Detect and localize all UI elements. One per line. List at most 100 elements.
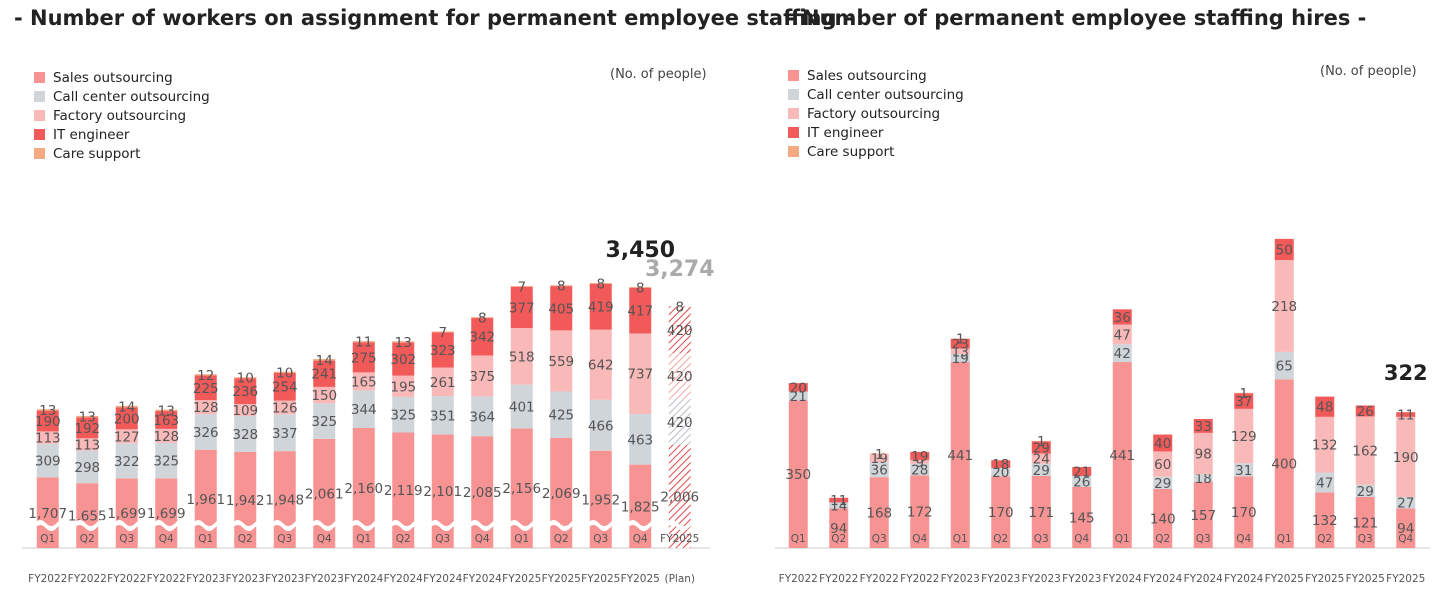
right-legend-item: Sales outsourcing: [788, 66, 964, 85]
right-legend-swatch: [788, 127, 799, 138]
right-data-label: 140: [1150, 511, 1176, 527]
left-data-label: 8: [636, 280, 645, 296]
right-bar-segment: [1274, 259, 1294, 352]
left-bar-segment: [550, 286, 573, 331]
left-bar-segment: [392, 342, 415, 376]
left-bar-segment: [155, 411, 178, 429]
left-legend-label: Factory outsourcing: [53, 107, 187, 124]
left-data-label: 328: [232, 427, 258, 443]
left-bar-segment: [273, 400, 296, 415]
left-chart-title: - Number of workers on assignment for pe…: [14, 6, 853, 30]
right-legend-item: Care support: [788, 142, 964, 161]
right-bar-segment: [1315, 492, 1335, 548]
left-data-label: 128: [153, 429, 179, 445]
right-tick-label: Q3: [1358, 533, 1373, 545]
right-legend-label: Call center outsourcing: [807, 86, 964, 103]
left-bar-segment: [352, 390, 375, 429]
right-data-label: 23: [952, 337, 969, 353]
left-bar-segment: [471, 355, 494, 397]
left-bar-segment: [76, 450, 99, 484]
left-data-label: 109: [232, 403, 258, 419]
left-bar-segment: [431, 331, 454, 333]
right-tick-label: FY2022: [819, 573, 858, 585]
right-bar-segment: [1112, 344, 1132, 363]
left-tick-label: Q3: [277, 533, 292, 545]
right-data-label: 1: [1037, 434, 1046, 450]
left-axis-break: [350, 520, 384, 531]
right-data-label: 98: [1195, 447, 1212, 463]
right-data-label: 94: [830, 521, 847, 537]
left-data-label: 200: [114, 411, 140, 427]
left-bar-segment: [510, 286, 533, 328]
right-legend-label: Care support: [807, 143, 895, 160]
left-tick-label: FY2023: [226, 573, 265, 585]
left-bar-segment: [510, 286, 533, 287]
left-bar-segment: [76, 415, 99, 418]
left-bar-segment: [273, 371, 296, 373]
right-tick-label: FY2025: [1386, 573, 1425, 585]
right-data-label: 400: [1271, 457, 1297, 473]
left-bar-segment: [155, 442, 178, 479]
left-bar-segment: [273, 414, 296, 452]
right-bar-segment: [1193, 432, 1213, 475]
right-tick-label: Q1: [953, 533, 968, 545]
right-tick-label: Q3: [1196, 533, 1211, 545]
left-bar-segment: [352, 341, 375, 343]
left-data-label: 309: [35, 454, 61, 470]
right-tick-label: Q2: [1317, 533, 1332, 545]
right-data-label: 24: [1033, 452, 1050, 468]
right-bar-segment: [991, 467, 1011, 477]
left-data-label: 7: [517, 279, 526, 295]
right-bar-segment: [1234, 393, 1254, 409]
left-bar-segment: [234, 404, 257, 416]
right-total-label: 322: [1384, 361, 1428, 385]
right-bar-segment: [1234, 476, 1254, 548]
left-tick-label: Q3: [593, 533, 608, 545]
left-tick-label: Q2: [554, 533, 569, 545]
left-legend-swatch: [34, 72, 45, 83]
left-legend-swatch: [34, 91, 45, 102]
left-chart-unit: (No. of people): [610, 67, 707, 82]
right-tick-label: Q4: [1398, 533, 1413, 545]
right-data-label: 168: [866, 506, 892, 522]
left-data-label: 195: [390, 379, 416, 395]
left-data-label: 2,061: [305, 486, 344, 502]
left-data-label: 8: [675, 300, 684, 316]
right-tick-label: Q4: [1074, 533, 1089, 545]
left-data-label: 425: [548, 408, 574, 424]
right-bar-segment: [950, 348, 970, 355]
left-bar-segment: [392, 396, 415, 433]
right-chart-legend: Sales outsourcing Call center outsourcing…: [788, 66, 964, 161]
left-bar-segment: [155, 409, 178, 412]
left-axis-break: [311, 520, 345, 531]
left-axis-break: [192, 520, 226, 531]
left-data-label: 559: [548, 354, 574, 370]
left-bar-segment: [234, 415, 257, 452]
left-data-label: 13: [79, 410, 96, 426]
left-data-label: 417: [627, 304, 653, 320]
right-data-label: 157: [1190, 508, 1216, 524]
left-bar-segment: [36, 409, 59, 411]
right-data-label: 36: [1114, 310, 1131, 326]
right-bar-segment: [1072, 467, 1092, 476]
left-tick-label: FY2025: [502, 573, 541, 585]
left-bar-segment: [155, 428, 178, 443]
left-legend-label: Call center outsourcing: [53, 88, 210, 105]
right-data-label: 190: [1393, 450, 1419, 466]
right-data-label: 29: [1033, 463, 1050, 479]
right-data-label: 162: [1352, 444, 1378, 460]
left-bar-segment: [352, 428, 375, 548]
left-bar-segment: [313, 386, 336, 404]
right-data-label: 42: [1114, 346, 1131, 362]
left-tick-label: FY2024: [463, 573, 502, 585]
right-data-label: 37: [1235, 394, 1252, 410]
right-tick-label: FY2024: [1224, 573, 1263, 585]
left-axis-break: [232, 520, 266, 531]
right-data-label: 33: [1195, 419, 1212, 435]
right-bar-segment: [1031, 475, 1051, 548]
right-bar-segment: [950, 354, 970, 363]
left-bar-segment: [115, 407, 138, 430]
left-bar-segment: [194, 374, 217, 376]
left-data-label: 2,119: [384, 483, 423, 499]
left-data-label: 737: [627, 367, 653, 383]
